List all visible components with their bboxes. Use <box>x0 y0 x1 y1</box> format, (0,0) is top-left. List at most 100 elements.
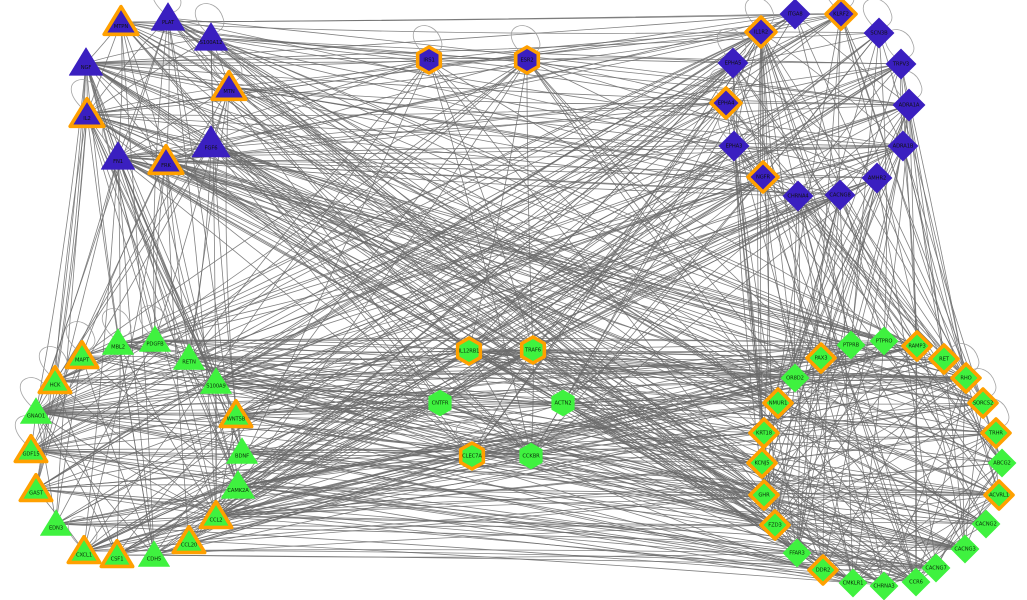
edge[interactable] <box>30 414 237 451</box>
edge[interactable] <box>439 402 917 583</box>
graph-node-adra1a[interactable] <box>892 88 926 122</box>
edge[interactable] <box>530 177 878 457</box>
edge[interactable] <box>237 358 945 487</box>
edge[interactable] <box>439 402 763 464</box>
edge[interactable] <box>215 102 727 383</box>
graph-node-chrna4[interactable] <box>782 180 814 212</box>
edge[interactable] <box>820 145 904 359</box>
edge[interactable] <box>796 552 917 583</box>
graph-node-edn3[interactable] <box>40 509 72 536</box>
edge[interactable] <box>732 62 878 179</box>
edge[interactable] <box>777 358 945 404</box>
edge[interactable] <box>83 59 430 552</box>
edge[interactable] <box>83 177 878 552</box>
graph-node-cmklr1[interactable] <box>838 568 868 598</box>
edge[interactable] <box>165 145 904 162</box>
edge[interactable] <box>55 358 945 525</box>
edge[interactable] <box>241 451 987 525</box>
edge[interactable] <box>902 145 1003 464</box>
graph-node-ret[interactable] <box>928 343 960 375</box>
edge[interactable] <box>35 488 798 554</box>
edge[interactable] <box>562 32 880 404</box>
edge[interactable] <box>532 349 966 550</box>
edge[interactable] <box>883 104 910 342</box>
edge[interactable] <box>468 350 765 496</box>
edge[interactable] <box>117 59 430 158</box>
graph-node-s100a12[interactable] <box>193 22 229 51</box>
graph-node-mapt[interactable] <box>64 339 100 370</box>
edge[interactable] <box>30 449 765 496</box>
graph-node-plat[interactable] <box>150 2 186 31</box>
edge[interactable] <box>153 548 966 558</box>
edge[interactable] <box>763 402 984 434</box>
graph-node-adra1b[interactable] <box>887 130 919 162</box>
edge[interactable] <box>85 37 212 64</box>
edge[interactable] <box>902 145 918 347</box>
edge[interactable] <box>85 59 430 67</box>
edge[interactable] <box>188 59 528 359</box>
edge[interactable] <box>760 31 880 34</box>
edge[interactable] <box>532 344 852 351</box>
edge[interactable] <box>167 17 779 404</box>
edge[interactable] <box>117 156 854 584</box>
edge[interactable] <box>852 432 997 584</box>
graph-node-fn1[interactable] <box>100 141 136 170</box>
edge[interactable] <box>210 37 910 106</box>
edge[interactable] <box>840 13 904 147</box>
edge[interactable] <box>532 345 918 353</box>
edge[interactable] <box>215 462 1003 517</box>
edge[interactable] <box>840 13 984 404</box>
edge[interactable] <box>167 17 564 404</box>
edge[interactable] <box>210 37 779 404</box>
edge[interactable] <box>439 402 765 496</box>
edge[interactable] <box>428 59 532 457</box>
graph-node-esr2[interactable] <box>513 45 541 75</box>
edge[interactable] <box>794 13 910 106</box>
edge[interactable] <box>188 59 430 359</box>
edge[interactable] <box>54 63 902 382</box>
edge[interactable] <box>468 102 727 352</box>
edge[interactable] <box>822 104 910 571</box>
edge[interactable] <box>228 86 987 525</box>
edge[interactable] <box>732 62 967 379</box>
edge[interactable] <box>81 63 902 357</box>
edge[interactable] <box>822 358 945 571</box>
edge[interactable] <box>165 160 822 359</box>
graph-node-ghr[interactable] <box>748 479 780 511</box>
graph-node-gnao1[interactable] <box>20 397 52 424</box>
graph-node-fgf6[interactable] <box>191 125 231 158</box>
edge[interactable] <box>760 31 824 571</box>
graph-node-ddr2[interactable] <box>807 554 839 586</box>
edge[interactable] <box>85 57 734 64</box>
edge[interactable] <box>215 381 824 571</box>
graph-node-retn[interactable] <box>173 343 205 370</box>
edge[interactable] <box>964 402 984 550</box>
edge[interactable] <box>797 195 822 359</box>
edge[interactable] <box>241 194 841 453</box>
edge[interactable] <box>760 31 917 583</box>
edge[interactable] <box>797 195 1003 464</box>
edge[interactable] <box>35 381 217 413</box>
edge[interactable] <box>188 494 765 542</box>
graph-node-csf1[interactable] <box>99 538 135 569</box>
graph-node-cxcl1[interactable] <box>66 534 102 565</box>
edge[interactable] <box>908 104 945 360</box>
edge[interactable] <box>165 160 885 342</box>
graph-node-ngfr[interactable] <box>746 160 780 194</box>
edge[interactable] <box>120 21 155 556</box>
edge[interactable] <box>530 377 796 457</box>
graph-node-cckbr[interactable] <box>519 442 543 470</box>
graph-node-abcg2[interactable] <box>987 448 1017 478</box>
edge[interactable] <box>796 552 937 569</box>
edge[interactable] <box>116 176 764 556</box>
edge[interactable] <box>215 402 441 517</box>
edge[interactable] <box>228 86 904 147</box>
graph-node-klrf2[interactable] <box>824 0 858 31</box>
edge[interactable] <box>839 194 854 584</box>
edge[interactable] <box>35 411 217 517</box>
edge[interactable] <box>762 176 796 379</box>
edge[interactable] <box>732 32 880 64</box>
edge[interactable] <box>796 177 878 554</box>
graph-node-ffar3[interactable] <box>782 538 812 568</box>
